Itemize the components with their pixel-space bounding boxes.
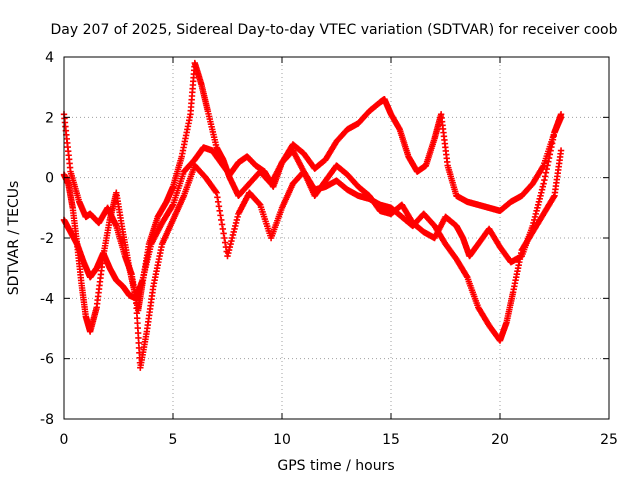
x-tick-label: 5 — [169, 432, 178, 448]
x-tick-label: 20 — [491, 432, 509, 448]
x-tick-label: 0 — [60, 432, 69, 448]
y-axis-label: SDTVAR / TECUs — [6, 181, 22, 296]
series-track-3 — [60, 111, 565, 302]
y-tick-label: 0 — [45, 171, 54, 187]
data-point — [557, 147, 565, 154]
y-tick-label: 2 — [45, 110, 54, 126]
data-point — [557, 111, 565, 118]
x-tick-label: 25 — [600, 432, 618, 448]
y-tick-label: 4 — [45, 50, 54, 66]
y-tick-label: -6 — [40, 352, 54, 368]
x-tick-label: 15 — [382, 432, 400, 448]
y-tick-label: -4 — [40, 291, 54, 307]
series-track-2 — [60, 147, 565, 371]
data-marks — [60, 59, 565, 371]
chart-title: Day 207 of 2025, Sidereal Day-to-day VTE… — [51, 22, 618, 38]
ticks-layer: 0 5 10 15 20 25 -8 -6 -4 -2 0 2 4 — [40, 50, 618, 448]
y-tick-label: -2 — [40, 231, 54, 247]
x-axis-label: GPS time / hours — [277, 458, 394, 474]
x-tick-label: 10 — [273, 432, 291, 448]
y-tick-label: -8 — [40, 412, 54, 428]
